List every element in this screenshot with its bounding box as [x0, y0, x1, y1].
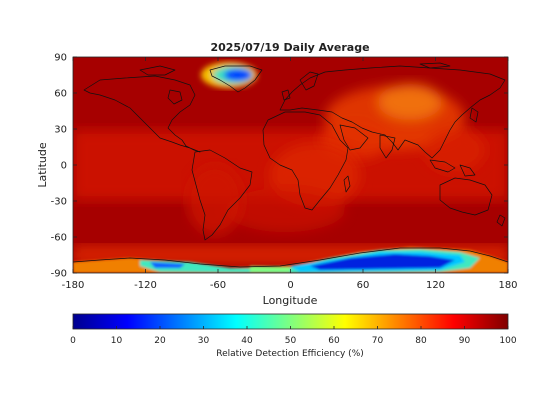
heatmap-plot [73, 57, 508, 273]
x-axis-ticks: -180 -120 -60 0 60 120 180 [62, 57, 518, 291]
x-tick-label: 0 [287, 280, 293, 291]
y-tick-label: 60 [54, 89, 67, 100]
colorbar-tick-label: 50 [285, 336, 297, 346]
colorbar-ticks: 0 10 20 30 40 50 60 70 80 90 100 [70, 326, 517, 346]
x-tick-label: 180 [498, 280, 517, 291]
y-tick-label: -90 [51, 269, 67, 280]
colorbar-tick-label: 10 [111, 336, 123, 346]
colorbar-tick-label: 0 [70, 336, 76, 346]
colorbar-tick-label: 100 [499, 336, 516, 346]
y-axis-ticks: 90 60 30 0 -30 -60 -90 [51, 53, 508, 280]
x-tick-label: -60 [210, 280, 226, 291]
colorbar-label: Relative Detection Efficiency (%) [216, 349, 364, 359]
colorbar-tick-label: 90 [459, 336, 471, 346]
x-tick-label: -120 [134, 280, 157, 291]
x-tick-label: 60 [357, 280, 370, 291]
heatmap-south-america [187, 165, 243, 235]
y-tick-label: 90 [54, 53, 67, 64]
colorbar-tick-label: 80 [415, 336, 427, 346]
y-tick-label: -30 [51, 197, 67, 208]
x-tick-label: 120 [426, 280, 445, 291]
colorbar-tick-label: 70 [372, 336, 384, 346]
heatmap-antarctica [73, 247, 508, 273]
x-axis-label: Longitude [263, 294, 318, 307]
y-tick-label: 0 [61, 161, 67, 172]
colorbar-tick-label: 30 [198, 336, 210, 346]
coastlines [73, 62, 508, 268]
y-axis-label: Latitude [36, 142, 49, 188]
colorbar-tick-label: 60 [328, 336, 340, 346]
y-tick-label: 30 [54, 125, 67, 136]
heatmap-africa [225, 143, 360, 232]
y-tick-label: -60 [51, 233, 67, 244]
colorbar-tick-label: 40 [241, 336, 253, 346]
chart-title: 2025/07/19 Daily Average [210, 41, 369, 54]
colorbar-tick-label: 20 [154, 336, 166, 346]
x-tick-label: -180 [62, 280, 85, 291]
heatmap-eurasia-high [320, 84, 485, 172]
